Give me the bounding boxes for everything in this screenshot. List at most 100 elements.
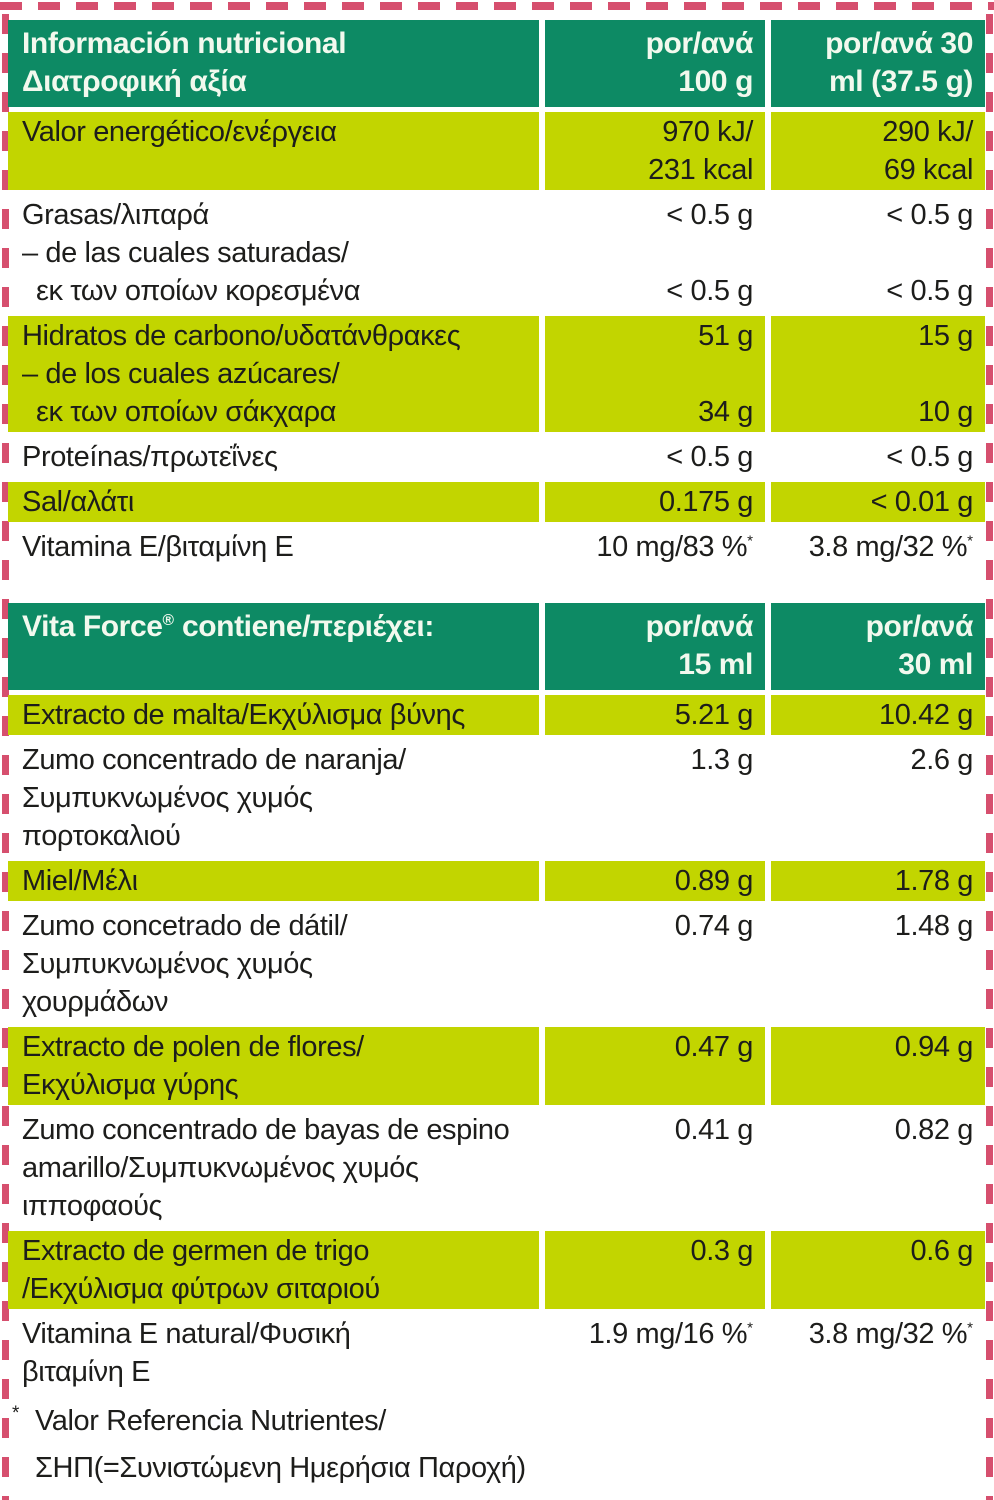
header-title-line: Información nutricional [22, 27, 347, 60]
row-value-cell-2: < 0.01 g [771, 482, 985, 522]
table-row: Zumo concentrado de bayas de espino amari… [8, 1110, 985, 1226]
row-value: < 0.5 g [666, 199, 753, 231]
cut-line-left [2, 14, 9, 1500]
footnote-line: Valor Referencia Nutrientes/ [35, 1405, 386, 1437]
column-header-line: 100 g [678, 65, 753, 98]
footnote: * Valor Referencia Nutrientes/ΣΗΠ(=Συνισ… [10, 1398, 970, 1492]
row-label-cell: Vitamina E/βιταμίνη E [8, 527, 539, 567]
row-value-cell-2: 0.94 g [771, 1027, 985, 1105]
row-value: 10.42 g [879, 699, 973, 731]
table-row: Zumo concetrado de dátil/Συμπυκνωμένος χ… [8, 906, 985, 1022]
table-row: Miel/Μέλι 0.89 g 1.78 g [8, 861, 985, 901]
column-header-1: por/ανά 15 ml [545, 603, 765, 690]
row-value: 0.41 g [674, 1114, 754, 1146]
row-value-cell-1: 10 mg/83 %* [545, 527, 765, 567]
column-header-2: por/ανά 30 ml [771, 603, 985, 690]
row-label-line: Extracto de malta/Εκχύλισμα βύνης [22, 699, 465, 731]
row-label-line: πορτοκαλιού [22, 820, 181, 852]
row-value: 0.74 g [674, 910, 754, 942]
row-value: < 0.5 g [886, 275, 973, 307]
table-row: Valor energético/ενέργεια 970 kJ/231 kcal… [8, 112, 985, 190]
row-label-cell: Zumo concentrado de naranja/Συμπυκνωμένο… [8, 740, 539, 856]
row-value-cell-1: 970 kJ/231 kcal [545, 112, 765, 190]
table-row: Zumo concentrado de naranja/Συμπυκνωμένο… [8, 740, 985, 856]
row-label-line: Extracto de germen de trigo [22, 1235, 370, 1267]
row-value: 0.47 g [674, 1031, 754, 1063]
cut-line-top [0, 2, 994, 10]
row-value: 69 kcal [883, 154, 973, 186]
table-row: Extracto de germen de trigo/Εκχύλισμα φύ… [8, 1231, 985, 1309]
row-value: 0.175 g [659, 486, 753, 518]
footnote-lines: Valor Referencia Nutrientes/ΣΗΠ(=Συνιστώ… [35, 1398, 970, 1492]
row-label-line: Zumo concentrado de naranja/ [22, 744, 406, 776]
footnote-marker: * [12, 1403, 19, 1424]
row-value: < 0.5 g [886, 199, 973, 231]
row-label-line: Zumo concetrado de dátil/ [22, 910, 348, 942]
row-label-line: /Εκχύλισμα φύτρων σιταριού [22, 1273, 380, 1305]
row-value: 1.9 mg/16 %* [588, 1318, 753, 1350]
table-row: Extracto de polen de flores/Εκχύλισμα γύ… [8, 1027, 985, 1105]
row-value: < 0.5 g [666, 275, 753, 307]
row-value-cell-2: < 0.5 g < 0.5 g [771, 195, 985, 311]
table-row: Extracto de malta/Εκχύλισμα βύνης 5.21 g 1… [8, 695, 985, 735]
row-value-cell-1: 0.89 g [545, 861, 765, 901]
row-value: 0.82 g [894, 1114, 974, 1146]
row-label-line: ιπποφαούς [22, 1190, 163, 1222]
row-label-line: – de los cuales azúcares/ [22, 358, 340, 390]
row-label-line: Miel/Μέλι [22, 865, 138, 897]
row-value-cell-1: 1.9 mg/16 %* [545, 1314, 765, 1392]
row-value: 0.6 g [910, 1235, 974, 1267]
row-value: 0.89 g [674, 865, 754, 897]
row-label-cell: Valor energético/ενέργεια [8, 112, 539, 190]
row-value: 0.3 g [690, 1235, 754, 1267]
row-value-cell-1: 51 g 34 g [545, 316, 765, 432]
row-label-line: εκ των οποίων σάκχαρα [36, 396, 337, 428]
row-label-line: βιταμίνη E [22, 1356, 151, 1388]
row-label-cell: Grasas/λιπαρά – de las cuales saturadas/ε… [8, 195, 539, 311]
row-value-cell-1: 0.47 g [545, 1027, 765, 1105]
column-header-line: por/ανά [645, 27, 754, 60]
row-label-cell: Extracto de malta/Εκχύλισμα βύνης [8, 695, 539, 735]
section-header: Información nutricional Διατροφική αξία po… [8, 20, 985, 107]
row-label-cell: Zumo concetrado de dátil/Συμπυκνωμένος χ… [8, 906, 539, 1022]
row-value: 34 g [698, 396, 753, 428]
row-label-line: Grasas/λιπαρά [22, 199, 209, 231]
row-value: 1.78 g [894, 865, 974, 897]
row-label-line: amarillo/Συμπυκνωμένος χυμός [22, 1152, 419, 1184]
section-header-title-cell: Vita Force® contiene/περιέχει: [8, 603, 539, 690]
column-header-line: 30 ml [898, 648, 973, 681]
header-title-line: Διατροφική αξία [22, 65, 247, 98]
row-value: < 0.01 g [870, 486, 974, 518]
row-label-line: Proteínas/πρωτεΐνες [22, 441, 278, 473]
row-label-cell: Sal/αλάτι [8, 482, 539, 522]
row-label-cell: Hidratos de carbono/υδατάνθρακες – de los… [8, 316, 539, 432]
row-value-cell-2: 290 kJ/69 kcal [771, 112, 985, 190]
column-header-line: por/ανά [865, 610, 974, 643]
row-label-cell: Extracto de polen de flores/Εκχύλισμα γύ… [8, 1027, 539, 1105]
cut-line-right [986, 14, 993, 1500]
table-row: Vitamina E natural/Φυσική βιταμίνη E 1.9 m… [8, 1314, 985, 1392]
row-label-line: Extracto de polen de flores/ [22, 1031, 364, 1063]
column-header-line: por/ανά 30 [825, 27, 973, 60]
row-label-line: Valor energético/ενέργεια [22, 116, 337, 148]
row-label-line: Zumo concentrado de bayas de espino [22, 1114, 510, 1146]
row-value-cell-2: 10.42 g [771, 695, 985, 735]
row-value: 290 kJ/ [882, 116, 973, 148]
column-header-line: ml (37.5 g) [829, 65, 973, 98]
row-label-line: Hidratos de carbono/υδατάνθρακες [22, 320, 461, 352]
row-label-line: Συμπυκνωμένος χυμός [22, 782, 313, 814]
row-value-cell-1: < 0.5 g < 0.5 g [545, 195, 765, 311]
table-row: Hidratos de carbono/υδατάνθρακες – de los… [8, 316, 985, 432]
row-value: 3.8 mg/32 %* [808, 531, 973, 563]
section-header-title-cell: Información nutricional Διατροφική αξία [8, 20, 539, 107]
row-value-cell-1: 0.41 g [545, 1110, 765, 1226]
row-value: 2.6 g [910, 744, 974, 776]
row-value: 5.21 g [674, 699, 754, 731]
row-value-cell-1: 1.3 g [545, 740, 765, 856]
row-value: < 0.5 g [886, 441, 973, 473]
column-header-2: por/ανά 30 ml (37.5 g) [771, 20, 985, 107]
row-value: 0.94 g [894, 1031, 974, 1063]
table-row: Sal/αλάτι 0.175 g < 0.01 g [8, 482, 985, 522]
column-header-line: por/ανά [645, 610, 754, 643]
